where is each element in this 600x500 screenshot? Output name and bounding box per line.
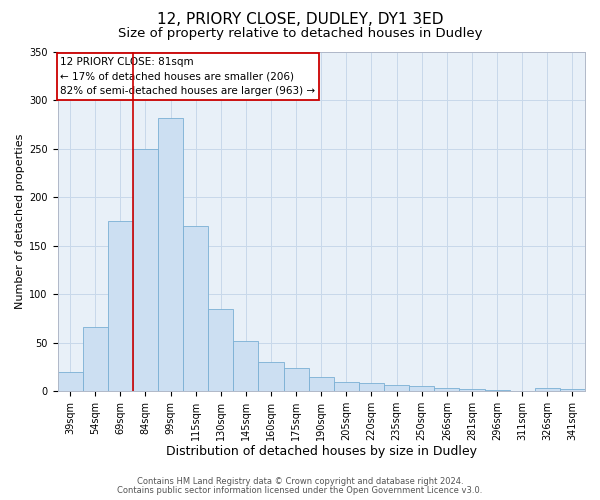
Bar bbox=[384, 386, 409, 391]
Bar bbox=[133, 148, 158, 391]
Y-axis label: Number of detached properties: Number of detached properties bbox=[15, 134, 25, 309]
Bar bbox=[58, 372, 83, 391]
Text: Contains HM Land Registry data © Crown copyright and database right 2024.: Contains HM Land Registry data © Crown c… bbox=[137, 477, 463, 486]
Bar bbox=[308, 376, 334, 391]
Bar bbox=[233, 341, 259, 391]
Bar bbox=[284, 368, 308, 391]
Bar bbox=[359, 384, 384, 391]
Bar bbox=[158, 118, 183, 391]
Bar bbox=[208, 308, 233, 391]
Bar bbox=[334, 382, 359, 391]
Bar bbox=[434, 388, 460, 391]
Bar bbox=[108, 222, 133, 391]
Bar bbox=[460, 390, 485, 391]
Bar bbox=[535, 388, 560, 391]
Text: 12 PRIORY CLOSE: 81sqm
← 17% of detached houses are smaller (206)
82% of semi-de: 12 PRIORY CLOSE: 81sqm ← 17% of detached… bbox=[60, 56, 315, 96]
Text: Contains public sector information licensed under the Open Government Licence v3: Contains public sector information licen… bbox=[118, 486, 482, 495]
Text: Size of property relative to detached houses in Dudley: Size of property relative to detached ho… bbox=[118, 28, 482, 40]
Bar bbox=[485, 390, 509, 391]
Bar bbox=[183, 226, 208, 391]
Bar bbox=[259, 362, 284, 391]
Text: 12, PRIORY CLOSE, DUDLEY, DY1 3ED: 12, PRIORY CLOSE, DUDLEY, DY1 3ED bbox=[157, 12, 443, 28]
Bar bbox=[83, 327, 108, 391]
Bar bbox=[560, 390, 585, 391]
Bar bbox=[409, 386, 434, 391]
X-axis label: Distribution of detached houses by size in Dudley: Distribution of detached houses by size … bbox=[166, 444, 477, 458]
